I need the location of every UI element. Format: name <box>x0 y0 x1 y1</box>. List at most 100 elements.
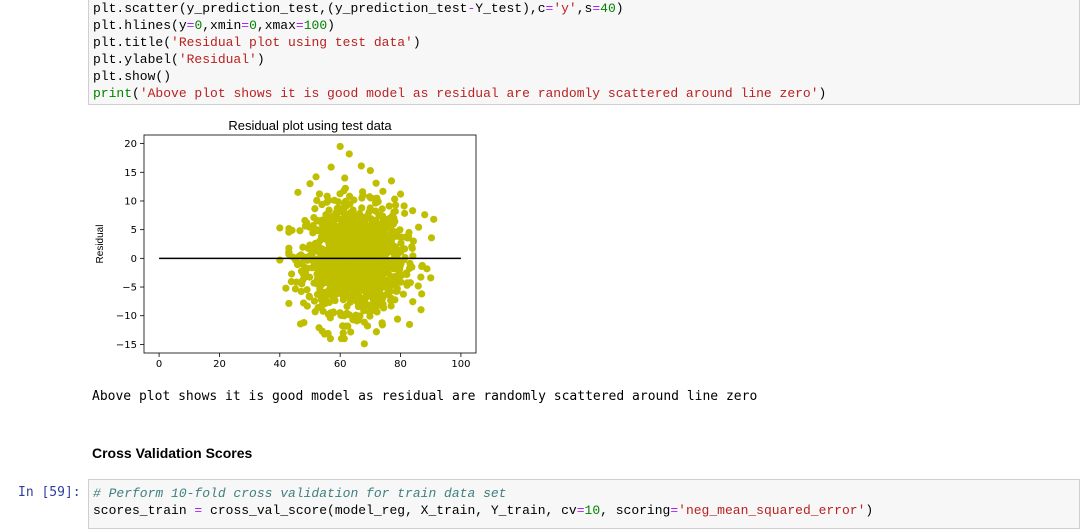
scatter-point <box>341 290 349 298</box>
scatter-point <box>399 290 407 298</box>
scatter-point <box>323 192 331 200</box>
code-token: = <box>545 1 554 16</box>
code-editor[interactable]: plt.scatter(y_prediction_test,(y_predict… <box>93 0 826 102</box>
scatter-point <box>405 320 414 329</box>
scatter-point <box>378 262 386 271</box>
scatter-point <box>372 298 380 306</box>
code-token: 40 <box>600 1 616 16</box>
scatter-point <box>393 315 402 323</box>
scatter-point <box>417 306 425 314</box>
scatter-point <box>403 281 411 289</box>
code-token: 'Residual' <box>178 52 257 67</box>
scatter-point <box>418 290 426 298</box>
scatter-point <box>344 221 352 229</box>
scatter-point <box>327 257 335 266</box>
scatter-point <box>367 260 376 268</box>
code-token: ) <box>327 18 335 33</box>
scatter-point <box>367 194 375 202</box>
x-tick-label: 80 <box>394 359 407 370</box>
code-token: plt.title( <box>93 35 172 50</box>
code-line: plt.title('Residual plot using test data… <box>93 34 826 51</box>
code-token: - <box>467 1 476 16</box>
x-tick-label: 100 <box>451 359 470 370</box>
scatter-point <box>310 297 319 305</box>
scatter-point <box>353 312 361 320</box>
code-cell-plot[interactable]: plt.scatter(y_prediction_test,(y_predict… <box>88 0 1080 105</box>
code-token: ) <box>818 86 827 101</box>
code-token: = <box>670 503 679 518</box>
scatter-point <box>303 222 311 230</box>
code-token: plt.hlines(y <box>93 18 187 33</box>
code-token: 'Above plot shows it is good model as re… <box>139 86 819 101</box>
code-line: plt.ylabel('Residual') <box>93 51 826 68</box>
scatter-point <box>337 205 345 213</box>
scatter-point <box>314 303 322 312</box>
scatter-point <box>421 211 429 219</box>
code-editor[interactable]: # Perform 10-fold cross validation for t… <box>93 485 873 519</box>
scatter-point <box>380 233 388 241</box>
scatter-point <box>301 216 309 225</box>
scatter-point <box>358 188 367 196</box>
scatter-point <box>318 200 326 209</box>
scatter-point <box>414 223 423 231</box>
scatter-point <box>335 286 343 294</box>
scatter-point <box>395 273 403 281</box>
scatter-point <box>336 309 344 317</box>
scatter-point <box>394 250 402 258</box>
code-token: plt.scatter(y_prediction_test,(y_predict… <box>93 1 468 16</box>
code-token: print <box>93 86 133 101</box>
scatter-point <box>297 287 305 296</box>
scatter-point <box>343 309 351 317</box>
code-token: ) <box>615 1 624 16</box>
scatter-point <box>367 232 375 240</box>
scatter-point <box>345 272 353 280</box>
code-token: ) <box>256 52 265 67</box>
code-token: ) <box>412 35 421 50</box>
scatter-point <box>315 277 323 285</box>
y-tick-label: −15 <box>116 340 137 351</box>
scatter-point <box>391 207 399 215</box>
scatter-point <box>387 296 395 304</box>
scatter-point <box>392 229 400 237</box>
scatter-point <box>379 212 387 220</box>
scatter-point <box>331 273 339 281</box>
scatter-point <box>364 250 372 258</box>
scatter-point <box>287 270 296 278</box>
x-tick-label: 20 <box>213 359 226 370</box>
scatter-point <box>333 237 342 245</box>
scatter-point <box>400 202 408 210</box>
scatter-point <box>305 292 313 300</box>
chart-title: Residual plot using test data <box>228 118 392 133</box>
scatter-point <box>353 214 361 223</box>
scatter-point <box>285 244 293 252</box>
y-tick-label: 15 <box>124 168 137 179</box>
markdown-heading: Cross Validation Scores <box>92 445 253 461</box>
scatter-point <box>299 299 308 307</box>
scatter-point <box>384 285 392 294</box>
scatter-point <box>303 286 311 294</box>
scatter-point <box>313 243 321 251</box>
scatter-point <box>341 283 350 291</box>
scatter-point <box>328 279 336 287</box>
scatter-point <box>414 282 422 290</box>
scatter-point <box>391 281 400 290</box>
scatter-point <box>319 261 327 270</box>
scatter-point <box>296 227 304 235</box>
scatter-point <box>408 244 416 252</box>
scatter-point <box>318 220 326 228</box>
scatter-point <box>276 256 284 264</box>
code-token: Y_test),c <box>475 1 546 16</box>
scatter-point <box>373 229 381 237</box>
scatter-point <box>373 308 381 316</box>
scatter-point <box>386 225 395 233</box>
scatter-point <box>297 259 305 267</box>
scatter-point <box>331 296 339 305</box>
code-line: # Perform 10-fold cross validation for t… <box>93 485 873 502</box>
scatter-point <box>348 226 356 234</box>
axes-frame <box>143 134 477 354</box>
code-cell-cross-validation[interactable]: # Perform 10-fold cross validation for t… <box>88 479 1080 529</box>
code-token: , scoring <box>600 503 671 518</box>
scatter-point <box>294 188 302 196</box>
scatter-point <box>310 213 318 222</box>
scatter-point <box>336 142 344 151</box>
